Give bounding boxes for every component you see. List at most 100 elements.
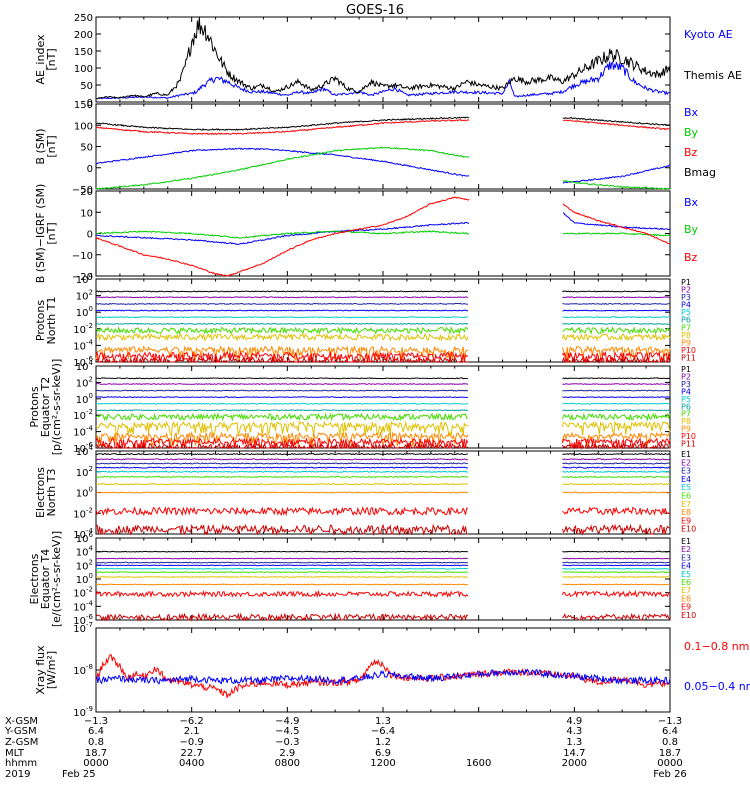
channel-label-p3: P3: [681, 380, 691, 389]
channel-line-p6: [95, 322, 469, 325]
y-tick-label: 10-7: [73, 621, 93, 635]
channel-line-e7: [562, 483, 671, 486]
channel-line-e6: [95, 571, 469, 574]
channel-line-e5: [95, 470, 469, 473]
channel-line-p5: [562, 402, 671, 405]
channel-line-e4: [95, 564, 469, 567]
y-tick-label: 106: [76, 531, 94, 545]
axis-row-label: 2019: [5, 769, 30, 780]
axis-value: 0.8: [662, 737, 678, 748]
channel-label-p8: P8: [681, 331, 691, 340]
channel-label-e4: E4: [681, 475, 691, 484]
legend-ae-1: Themis AE: [683, 69, 742, 82]
legend-db-2: Bz: [684, 251, 698, 264]
y-tick-label: 0: [87, 164, 93, 175]
axis-row-label: X-GSM: [5, 716, 38, 727]
channel-label-e2: E2: [681, 545, 691, 554]
channel-line-e1: [95, 452, 469, 456]
channel-line-p7: [561, 412, 671, 422]
channel-line-e1: [562, 453, 671, 456]
axis-value: 6.9: [375, 748, 391, 759]
channel-line-e9: [95, 589, 469, 599]
y-tick-label: 250: [74, 13, 93, 24]
channel-label-p4: P4: [681, 387, 691, 396]
channel-line-e3: [562, 561, 671, 564]
channel-line-p6: [562, 322, 671, 325]
channel-line-e8: [562, 583, 671, 586]
channel-line-e10: [95, 612, 469, 622]
axis-value: 0000: [657, 758, 682, 769]
series-line-themis-ae: [95, 16, 671, 100]
series-line-by: [562, 180, 671, 190]
y-tick-label: 102: [76, 289, 93, 303]
channel-line-p9: [561, 345, 671, 361]
channel-label-e7: E7: [681, 500, 691, 509]
channel-line-e8: [562, 491, 671, 494]
axis-value: −6.4: [371, 726, 395, 737]
channel-line-p3: [96, 389, 469, 392]
channel-label-p9: P9: [681, 425, 691, 434]
y-axis-label: [W/m²]: [45, 651, 58, 689]
y-axis-label: B (SM)−IGRF (SM): [34, 184, 47, 284]
channel-line-e2: [95, 458, 468, 461]
channel-label-e9: E9: [681, 516, 691, 525]
series-line-bmag: [95, 116, 470, 131]
legend-b-0: Bx: [684, 106, 699, 119]
axis-value: 2.9: [279, 748, 295, 759]
series-line-bz: [562, 203, 671, 245]
channel-label-p5: P5: [681, 308, 691, 317]
y-axis-label: North T1: [45, 297, 58, 345]
axis-value: 0000: [83, 758, 108, 769]
channel-line-e2: [95, 557, 468, 560]
y-tick-label: 20: [80, 187, 93, 198]
channel-label-e6: E6: [681, 578, 691, 587]
channel-line-p10: [95, 436, 469, 450]
channel-line-p1: [95, 290, 469, 293]
axis-value: −0.3: [275, 737, 299, 748]
y-tick-label: 0: [87, 98, 93, 109]
channel-line-p10: [561, 437, 671, 450]
y-axis-label: North T3: [45, 469, 58, 517]
channel-line-e2: [562, 557, 671, 560]
axis-value: 0400: [179, 758, 204, 769]
channel-line-e5: [562, 470, 671, 473]
channel-label-p7: P7: [681, 410, 691, 419]
channel-label-p9: P9: [681, 338, 691, 347]
channel-line-p9: [95, 344, 469, 362]
y-tick-label: 104: [76, 545, 94, 559]
channel-line-e4: [562, 564, 671, 567]
channel-label-e7: E7: [681, 586, 691, 595]
y-tick-label: 50: [80, 81, 93, 92]
y-tick-label: 0: [87, 230, 93, 241]
y-axis-label: [nT]: [45, 48, 58, 70]
y-tick-label: 102: [76, 465, 93, 479]
axis-value: 0.8: [88, 737, 104, 748]
channel-line-p7: [562, 326, 671, 335]
channel-label-e1: E1: [681, 537, 691, 546]
y-tick-label: 10-2: [73, 586, 93, 600]
channel-line-e2: [562, 458, 671, 461]
axis-value: 18.7: [85, 748, 107, 759]
axis-value: 1600: [466, 758, 491, 769]
channel-label-e5: E5: [681, 483, 691, 492]
axis-row-label: MLT: [5, 748, 25, 759]
series-line-bmag: [562, 117, 671, 126]
y-tick-label: 200: [74, 30, 93, 41]
y-axis-label: AE_index: [34, 34, 47, 85]
channel-line-p3: [95, 302, 468, 305]
legend-db-0: Bx: [684, 196, 699, 209]
y-tick-label: 10-4: [73, 338, 93, 352]
channel-label-p1: P1: [681, 278, 691, 287]
panel-frame-ae: [95, 16, 671, 103]
y-tick-label: 102: [76, 375, 93, 389]
series-line-bx: [95, 147, 470, 177]
series-line-bx: [562, 164, 671, 184]
channel-line-p6: [95, 409, 468, 412]
figure-title: GOES-16: [346, 3, 404, 18]
channel-label-p10: P10: [681, 346, 696, 355]
y-axis-label: Xray flux: [34, 645, 47, 695]
axis-value: 1.3: [375, 716, 391, 727]
channel-label-p10: P10: [681, 432, 696, 441]
